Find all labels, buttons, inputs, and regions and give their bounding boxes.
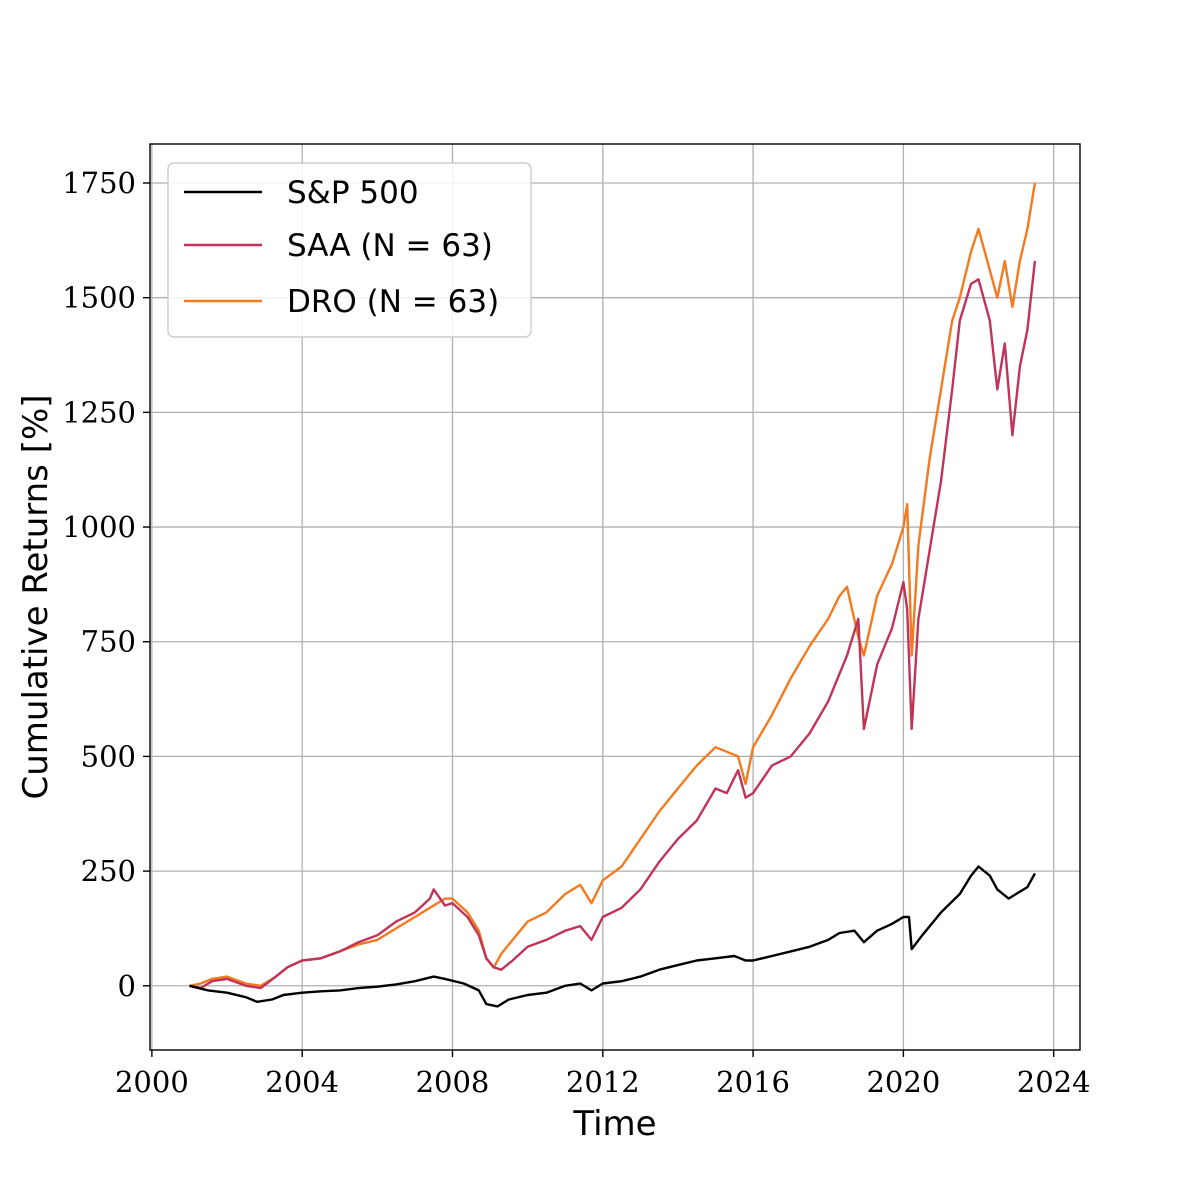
y-tick-label: 1750 <box>62 166 136 200</box>
y-tick-label: 500 <box>81 739 136 773</box>
legend: S&P 500 SAA (N = 63) DRO (N = 63) <box>167 162 532 338</box>
x-tick-label: 2024 <box>1017 1065 1091 1099</box>
y-tick-label: 0 <box>118 969 136 1003</box>
y-axis-ticks: 0 250 500 750 1000 1250 1500 1750 <box>62 166 150 1003</box>
x-tick-label: 2004 <box>265 1065 339 1099</box>
x-axis-ticks: 2000 2004 2008 2012 2016 2020 2024 <box>115 1050 1091 1099</box>
x-tick-label: 2012 <box>566 1065 640 1099</box>
y-tick-label: 750 <box>81 625 136 659</box>
plot-frame <box>149 143 1081 1051</box>
legend-label-dro: DRO (N = 63) <box>287 284 499 320</box>
legend-box <box>167 162 532 338</box>
saa-line <box>189 260 1037 990</box>
y-tick-label: 250 <box>81 854 136 888</box>
series-lines <box>189 182 1037 1008</box>
y-tick-label: 1500 <box>62 281 136 315</box>
legend-label-sp500: S&P 500 <box>287 175 419 211</box>
dro-line <box>189 182 1037 987</box>
y-axis-label: Cumulative Returns [%] <box>16 394 56 799</box>
x-tick-label: 2020 <box>866 1065 940 1099</box>
x-tick-label: 2008 <box>416 1065 490 1099</box>
y-tick-label: 1000 <box>62 510 136 544</box>
legend-label-saa: SAA (N = 63) <box>287 228 493 264</box>
grid <box>150 144 1080 1050</box>
x-axis-label: Time <box>572 1104 656 1144</box>
x-tick-label: 2000 <box>115 1065 189 1099</box>
y-tick-label: 1250 <box>62 395 136 429</box>
x-tick-label: 2016 <box>716 1065 790 1099</box>
sp500-line <box>189 865 1036 1008</box>
